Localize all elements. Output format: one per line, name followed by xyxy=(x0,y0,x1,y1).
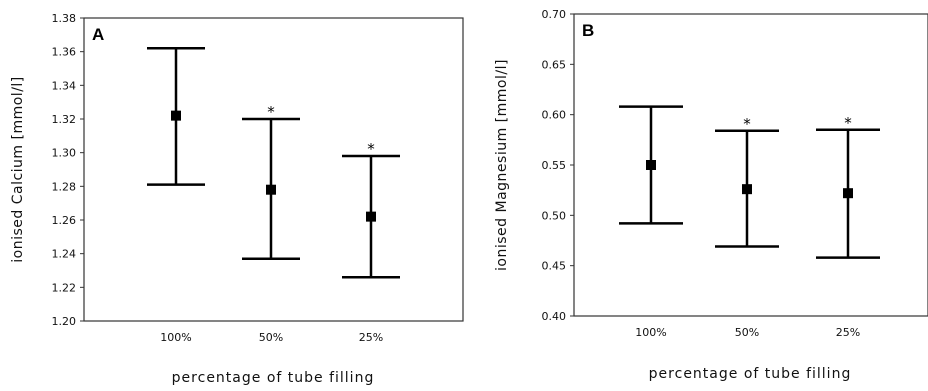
plot-frame xyxy=(83,17,464,322)
y-tick-label: 1.32 xyxy=(52,113,77,126)
y-tick-label: 0.65 xyxy=(542,58,567,71)
x-tick-label: 25% xyxy=(359,331,383,344)
mean-marker xyxy=(843,188,853,199)
x-tick-label: 50% xyxy=(735,326,759,339)
panel-label: B xyxy=(582,21,594,40)
x-tick-label: 100% xyxy=(160,331,191,344)
y-tick-label: 1.36 xyxy=(52,46,77,59)
significance-star: * xyxy=(844,114,852,132)
x-tick-label: 25% xyxy=(836,326,860,339)
y-tick-label: 1.24 xyxy=(52,248,77,261)
y-tick-label: 0.40 xyxy=(542,310,567,323)
y-tick-label: 1.30 xyxy=(52,147,77,160)
panel-label: A xyxy=(92,25,104,44)
mean-marker xyxy=(646,160,656,170)
x-axis-label: percentage of tube filling xyxy=(172,370,375,386)
x-tick-label: 100% xyxy=(635,326,666,339)
y-axis-label: ionised Magnesium [mmol/l] xyxy=(494,59,510,271)
panel-a: 1.20 1.22 1.24 1.26 1.28 1.30 1.32 1.34 1.36 1.38… xyxy=(10,12,464,386)
plot-frame xyxy=(573,13,928,317)
y-tick-label: 1.28 xyxy=(52,180,77,193)
mean-marker xyxy=(366,211,376,222)
y-tick-label: 0.70 xyxy=(542,8,567,21)
y-tick-label: 0.50 xyxy=(542,209,567,222)
y-tick-label: 1.34 xyxy=(52,79,77,92)
mean-marker xyxy=(742,184,752,195)
y-tick-label: 0.55 xyxy=(542,159,567,172)
mean-marker xyxy=(171,110,181,121)
y-tick-label: 1.20 xyxy=(52,315,77,328)
y-tick-label: 1.26 xyxy=(52,214,77,227)
x-tick-label: 50% xyxy=(259,331,283,344)
y-tick-label: 0.60 xyxy=(542,109,567,122)
y-tick-label: 1.38 xyxy=(52,12,77,25)
y-axis-label: ionised Calcium [mmol/l] xyxy=(10,76,26,263)
y-tick-label: 1.22 xyxy=(52,281,77,294)
significance-star: * xyxy=(267,103,275,121)
x-axis-label: percentage of tube filling xyxy=(649,366,852,382)
significance-star: * xyxy=(743,115,751,133)
panel-b: 0.40 0.45 0.50 0.55 0.60 0.65 0.70 100% 50% 25% * *… xyxy=(494,8,928,382)
significance-star: * xyxy=(367,140,375,158)
y-tick-label: 0.45 xyxy=(542,260,567,273)
mean-marker xyxy=(266,184,276,195)
